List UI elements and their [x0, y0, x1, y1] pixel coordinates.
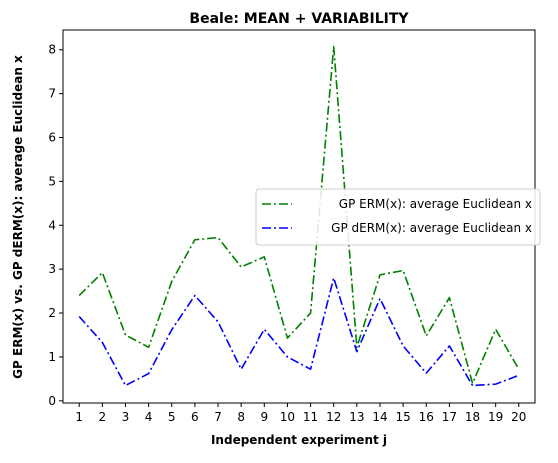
legend: GP ERM(x): average Euclidean x GP dERM(x)… [255, 188, 541, 246]
x-tick-label: 18 [465, 410, 480, 424]
x-tick-label: 17 [442, 410, 457, 424]
series-line-2 [78, 277, 520, 387]
x-tick-label: 15 [395, 410, 410, 424]
x-tick-label: 16 [419, 410, 434, 424]
x-axis-title: Independent experiment j [211, 433, 387, 447]
y-tick-label: 4 [48, 218, 56, 232]
x-tick-label: 14 [372, 410, 387, 424]
x-tick-label: 12 [326, 410, 341, 424]
x-tick-label: 5 [168, 410, 176, 424]
legend-box [255, 188, 541, 246]
legend-label-1: GP ERM(x): average Euclidean x [339, 197, 532, 211]
legend-label-2: GP dERM(x): average Euclidean x [331, 221, 532, 235]
x-tick-label: 1 [75, 410, 83, 424]
y-tick-label: 2 [48, 306, 56, 320]
chart-title: Beale: MEAN + VARIABILITY [189, 11, 409, 27]
series-line-1 [78, 45, 520, 385]
y-tick-label: 5 [48, 174, 56, 188]
x-tick-label: 6 [191, 410, 199, 424]
x-tick-label: 11 [303, 410, 318, 424]
y-tick-label: 7 [48, 87, 56, 101]
x-tick-label: 13 [349, 410, 364, 424]
y-tick-label: 1 [48, 350, 56, 364]
x-tick-label: 7 [214, 410, 222, 424]
x-tick-label: 10 [280, 410, 295, 424]
x-tick-label: 4 [145, 410, 153, 424]
y-axis-title: GP ERM(x) vs. GP dERM(x): average Euclid… [11, 55, 25, 379]
x-tick-label: 9 [260, 410, 268, 424]
x-tick-label: 8 [237, 410, 245, 424]
y-tick-label: 0 [48, 394, 56, 408]
x-tick-label: 20 [511, 410, 526, 424]
y-tick-label: 3 [48, 262, 56, 276]
y-tick-label: 6 [48, 131, 56, 145]
x-tick-label: 19 [488, 410, 503, 424]
x-tick-label: 2 [99, 410, 107, 424]
y-tick-label: 8 [48, 43, 56, 57]
x-tick-label: 3 [122, 410, 130, 424]
